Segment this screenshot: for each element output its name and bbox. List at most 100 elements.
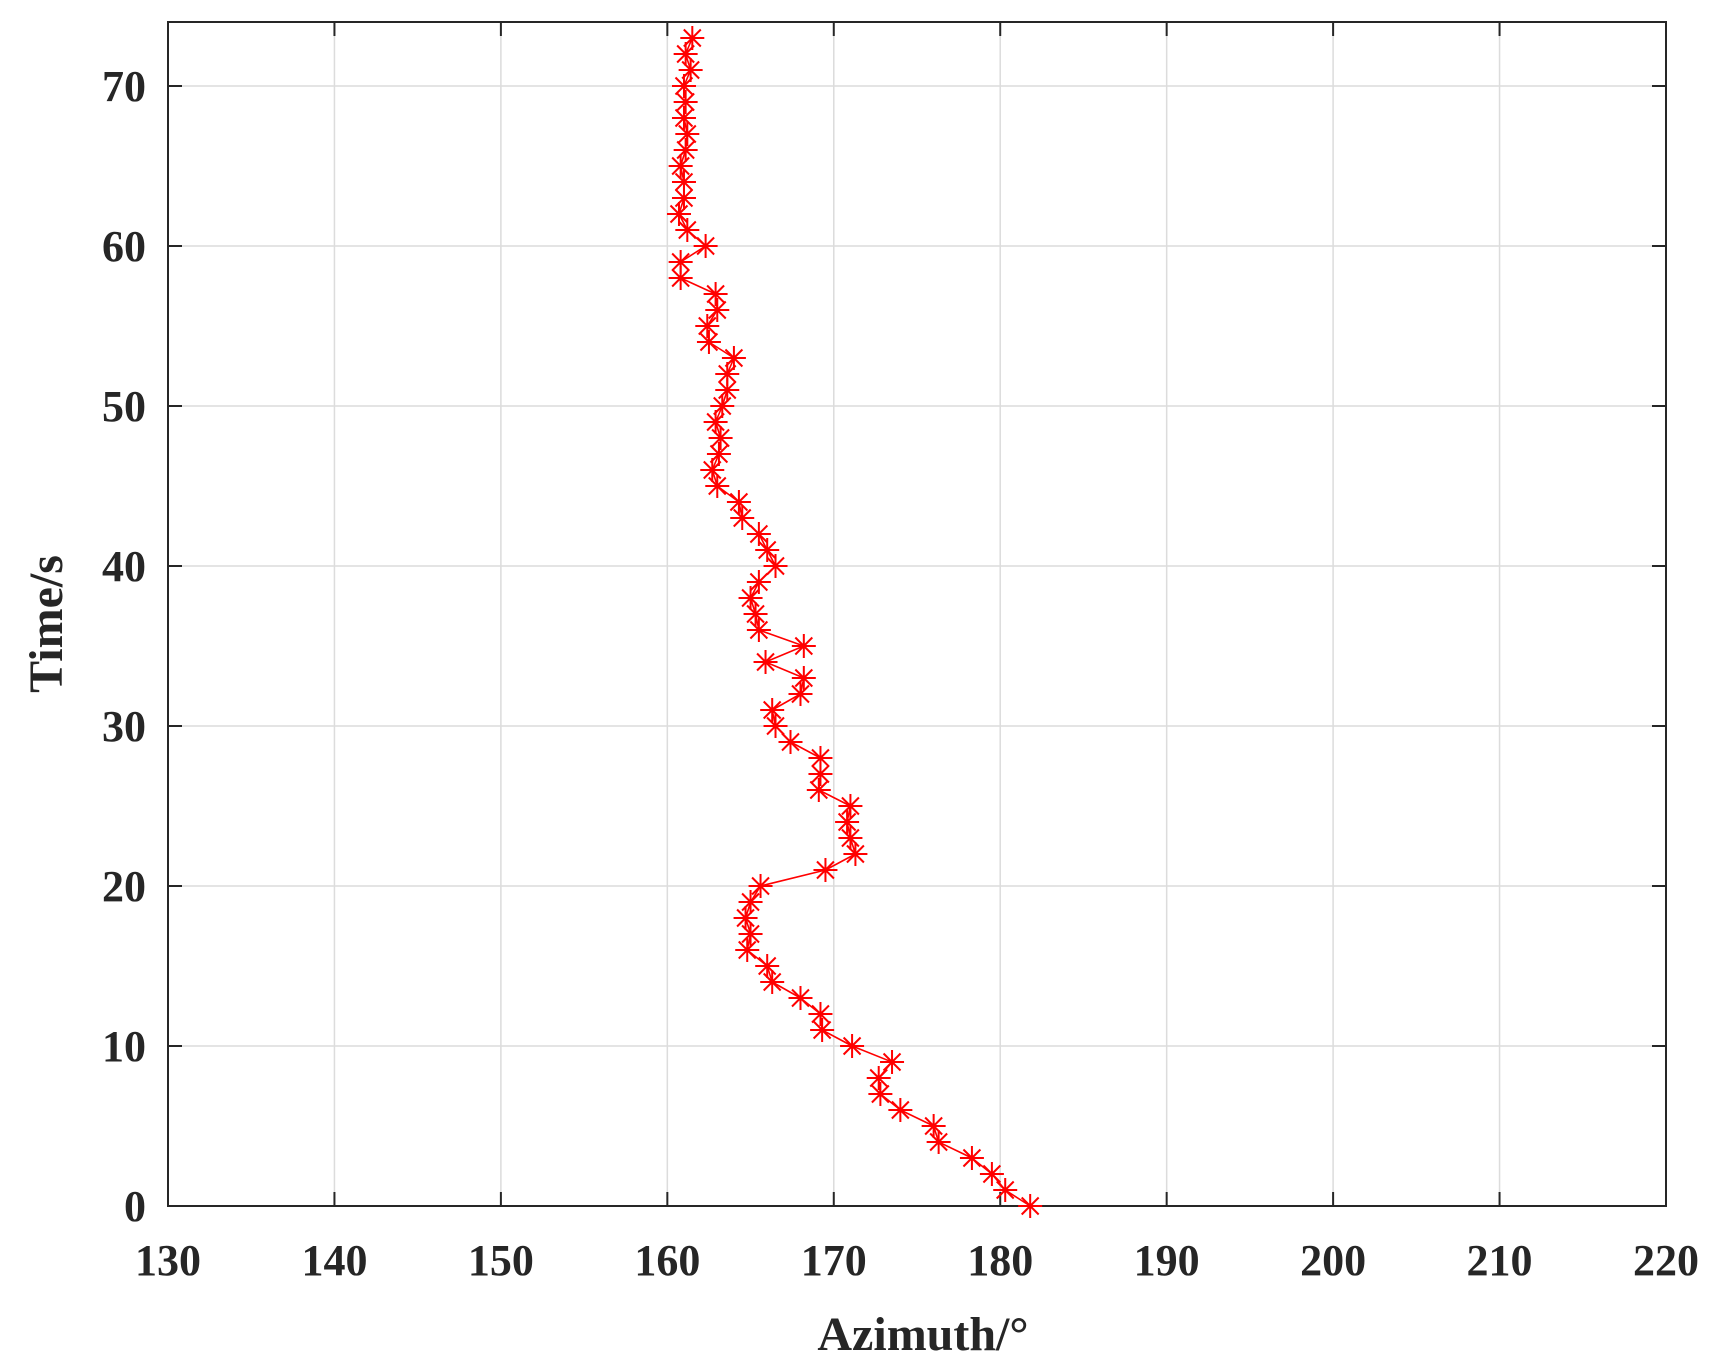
data-point-marker <box>673 42 698 66</box>
data-point-marker <box>755 954 780 978</box>
data-point-marker <box>806 778 831 802</box>
data-point-marker <box>705 474 730 498</box>
data-point-marker <box>813 858 838 882</box>
data-point-marker <box>746 522 771 546</box>
data-point-marker <box>678 58 703 82</box>
x-tick-label: 200 <box>1300 1236 1366 1285</box>
data-point-marker <box>746 618 771 642</box>
data-point-marker <box>791 634 816 658</box>
data-point-marker <box>715 378 740 402</box>
x-tick-label: 210 <box>1467 1236 1533 1285</box>
data-point-marker <box>753 650 778 674</box>
plot-box <box>167 21 1667 1207</box>
data-point-marker <box>743 602 768 626</box>
data-point-marker <box>668 250 693 274</box>
data-point-marker <box>671 186 696 210</box>
data-point-marker <box>778 730 803 754</box>
x-tick-label: 180 <box>967 1236 1033 1285</box>
data-point-marker <box>666 202 691 226</box>
x-axis-label: Azimuth/° <box>817 1308 1028 1361</box>
data-point-marker <box>810 1018 835 1042</box>
data-point-marker <box>763 714 788 738</box>
data-point-marker <box>868 1082 893 1106</box>
axes-frame <box>167 21 1667 1207</box>
data-point-marker <box>746 570 771 594</box>
data-point-marker <box>721 346 746 370</box>
data-point-marker <box>668 266 693 290</box>
data-point-marker <box>735 938 760 962</box>
y-tick-label: 60 <box>102 222 146 271</box>
data-point-marker <box>763 554 788 578</box>
data-point-marker <box>673 90 698 114</box>
y-tick-label: 50 <box>102 382 146 431</box>
y-tick-label: 10 <box>102 1022 146 1071</box>
x-tick-label: 150 <box>468 1236 534 1285</box>
data-point-marker <box>668 154 693 178</box>
data-point-marker <box>748 874 773 898</box>
data-point-marker <box>708 426 733 450</box>
data-point-marker <box>738 922 763 946</box>
y-tick-label: 70 <box>102 62 146 111</box>
data-point-marker <box>921 1114 946 1138</box>
data-point-marker <box>680 26 705 50</box>
tick-marks <box>167 22 1667 1207</box>
x-tick-label: 130 <box>135 1236 201 1285</box>
data-point-marker <box>843 842 868 866</box>
data-point-marker <box>993 1178 1018 1202</box>
data-point-marker <box>808 746 833 770</box>
data-point-marker <box>835 810 860 834</box>
data-point-marker <box>671 74 696 98</box>
data-point-marker <box>840 1034 865 1058</box>
data-point-marker <box>671 106 696 130</box>
series-line <box>678 37 1031 1207</box>
data-point-marker <box>959 1146 984 1170</box>
data-point-marker <box>738 890 763 914</box>
data-point-marker <box>760 698 785 722</box>
x-tick-label: 190 <box>1134 1236 1200 1285</box>
grid-lines <box>168 22 1666 1206</box>
x-tick-label: 170 <box>801 1236 867 1285</box>
data-point-marker <box>693 234 718 258</box>
data-point-marker <box>700 458 725 482</box>
data-point-marker <box>926 1130 951 1154</box>
data-point-marker <box>866 1066 891 1090</box>
x-tick-label: 160 <box>634 1236 700 1285</box>
y-tick-label: 20 <box>102 862 146 911</box>
data-point-marker <box>675 122 700 146</box>
y-tick-label: 30 <box>102 702 146 751</box>
data-point-marker <box>791 666 816 690</box>
data-point-marker <box>703 282 728 306</box>
data-point-marker <box>788 986 813 1010</box>
y-axis-label: Time/s <box>20 555 73 693</box>
data-point-marker <box>888 1098 913 1122</box>
x-tick-label: 140 <box>301 1236 367 1285</box>
x-tick-labels: 130 140 150 160 170 180 190 200 210 220 <box>135 1236 1699 1285</box>
y-tick-labels: 0 10 20 30 40 50 60 70 <box>102 62 146 1231</box>
data-point-marker <box>979 1162 1004 1186</box>
data-point-marker <box>706 442 731 466</box>
data-point-marker <box>1018 1194 1043 1218</box>
data-point-marker <box>710 394 735 418</box>
data-point-marker <box>738 586 763 610</box>
data-point-marker <box>673 138 698 162</box>
y-tick-label: 0 <box>124 1182 146 1231</box>
data-point-marker <box>760 970 785 994</box>
x-tick-label: 220 <box>1633 1236 1699 1285</box>
data-point-marker <box>726 490 751 514</box>
data-point-marker <box>838 826 863 850</box>
data-point-marker <box>788 682 813 706</box>
data-series <box>666 26 1043 1218</box>
data-point-marker <box>695 314 720 338</box>
y-tick-label: 40 <box>102 542 146 591</box>
data-point-marker <box>808 762 833 786</box>
data-point-marker <box>675 218 700 242</box>
data-point-marker <box>808 1002 833 1026</box>
data-point-marker <box>730 506 755 530</box>
data-point-marker <box>880 1050 905 1074</box>
data-point-marker <box>715 362 740 386</box>
data-point-marker <box>705 298 730 322</box>
data-point-marker <box>703 410 728 434</box>
data-point-marker <box>755 538 780 562</box>
data-point-marker <box>838 794 863 818</box>
